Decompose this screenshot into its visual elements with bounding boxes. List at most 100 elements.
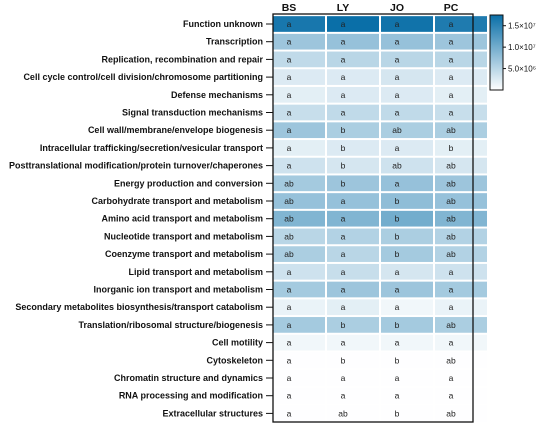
heatmap-cell [273, 299, 325, 316]
heatmap-cell [435, 16, 487, 32]
significance-letter: a [395, 267, 400, 277]
significance-letter: a [395, 338, 400, 348]
significance-letter: b [341, 161, 346, 171]
heatmap-cell [435, 405, 487, 422]
heatmap-cell [273, 104, 325, 121]
significance-letter: a [341, 338, 346, 348]
significance-letter: a [395, 37, 400, 47]
heatmap-cell [273, 69, 325, 85]
heatmap-cell [273, 263, 325, 280]
significance-letter: a [449, 19, 454, 29]
column-label-jo: JO [390, 2, 404, 14]
significance-letter: ab [446, 355, 456, 365]
heatmap-cell [381, 317, 433, 333]
heatmap-cell [381, 263, 433, 280]
row-label: Chromatin structure and dynamics [114, 373, 263, 383]
column-label-ly: LY [337, 2, 349, 14]
significance-letter: a [395, 90, 400, 100]
row-label: Lipid transport and metabolism [128, 267, 263, 277]
heatmap-cell [273, 281, 325, 298]
heatmap-cell [435, 210, 487, 227]
significance-letter: a [287, 408, 292, 418]
significance-letter: a [287, 143, 292, 153]
heatmap-cell [273, 193, 325, 209]
heatmap-cell [435, 193, 487, 209]
heatmap-cell [327, 33, 379, 50]
heatmap-cell [435, 263, 487, 280]
significance-letter: ab [446, 231, 456, 241]
significance-letter: b [395, 214, 400, 224]
heatmap-cell [381, 104, 433, 121]
heatmap-cell [435, 281, 487, 298]
heatmap-cell [327, 299, 379, 316]
significance-letter: a [395, 373, 400, 383]
heatmap-cell [273, 140, 325, 156]
significance-letter: b [395, 408, 400, 418]
significance-letter: ab [284, 178, 294, 188]
heatmap-cell [327, 263, 379, 280]
heatmap-cell [273, 86, 325, 103]
significance-letter: a [395, 108, 400, 118]
heatmap-cell [381, 228, 433, 245]
significance-letter: a [449, 72, 454, 82]
heatmap-cell [327, 104, 379, 121]
colorbar-tick-label: 1.0×10⁷ [508, 43, 536, 52]
heatmap-cell [381, 281, 433, 298]
row-label: Coenzyme transport and metabolism [105, 249, 263, 259]
heatmap-cell [435, 157, 487, 174]
significance-letter: ab [284, 214, 294, 224]
heatmap-cell [381, 193, 433, 209]
significance-letter: a [287, 373, 292, 383]
significance-letter: b [341, 355, 346, 365]
significance-letter: a [287, 19, 292, 29]
significance-letter: b [449, 143, 454, 153]
heatmap-cell [381, 69, 433, 85]
column-labels: BS LY JO PC [282, 2, 459, 14]
row-label: Secondary metabolites biosynthesis/trans… [15, 302, 263, 312]
colorbar-tick-label: 5.0×10⁶ [508, 65, 536, 74]
heatmap-cell [435, 175, 487, 192]
heatmap-cell [435, 86, 487, 103]
column-label-bs: BS [282, 2, 297, 14]
colorbar: 1.5×10⁷ 1.0×10⁷ 5.0×10⁶ [489, 14, 536, 91]
heatmap-cell [435, 352, 487, 369]
significance-letter: a [395, 302, 400, 312]
row-label: RNA processing and modification [119, 391, 263, 401]
significance-letter: b [341, 143, 346, 153]
significance-letter: a [287, 267, 292, 277]
heatmap-cell [273, 246, 325, 262]
heatmap-cell [435, 122, 487, 139]
significance-letter: ab [446, 196, 456, 206]
heatmap-cell [327, 122, 379, 139]
heatmap-cell [273, 370, 325, 386]
significance-letter: a [449, 285, 454, 295]
heatmap-cell [381, 175, 433, 192]
heatmap-cell [327, 387, 379, 404]
significance-letter: a [395, 178, 400, 188]
row-label: Function unknown [183, 19, 263, 29]
row-label: Cell motility [212, 338, 263, 348]
heatmap-cell [327, 228, 379, 245]
heatmap-cell [381, 387, 433, 404]
row-label: Posttranslational modification/protein t… [9, 161, 263, 171]
significance-letter: a [449, 37, 454, 47]
heatmap-cell [381, 16, 433, 32]
significance-letter: a [287, 37, 292, 47]
significance-letter: a [341, 267, 346, 277]
heatmap-cell [381, 334, 433, 351]
significance-letter: b [395, 196, 400, 206]
heatmap-cell [327, 317, 379, 333]
significance-letter: a [395, 391, 400, 401]
heatmap-cell [327, 370, 379, 386]
significance-letter: b [341, 320, 346, 330]
significance-letter: a [449, 108, 454, 118]
significance-letter: a [449, 302, 454, 312]
significance-letter: a [341, 214, 346, 224]
heatmap-cell [435, 140, 487, 156]
row-label: Translation/ribosomal structure/biogenes… [78, 320, 263, 330]
significance-letter: a [341, 54, 346, 64]
significance-letter: a [341, 231, 346, 241]
heatmap-cell [327, 86, 379, 103]
heatmap-cell [327, 140, 379, 156]
